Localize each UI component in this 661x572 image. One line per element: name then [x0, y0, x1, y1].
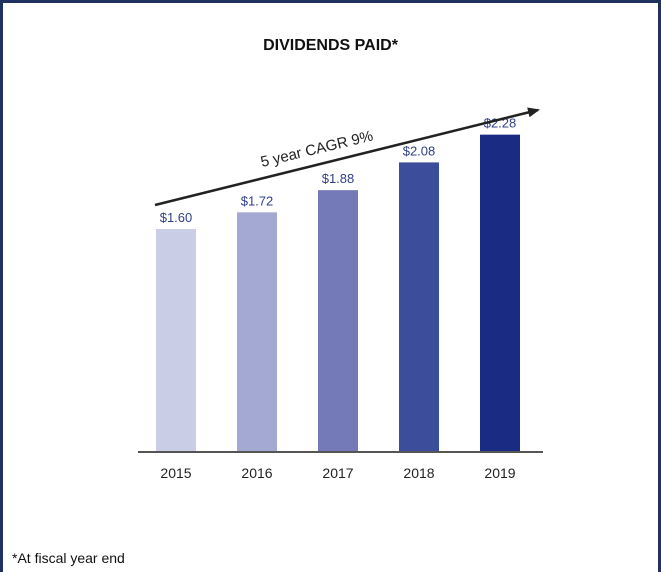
bar-2019: [480, 134, 520, 451]
bar-2015: [156, 229, 196, 451]
x-tick-2016: 2016: [241, 465, 272, 481]
x-tick-label-group: 2015 2016 2017 2018 2019: [160, 465, 515, 481]
value-label-2015: $1.60: [160, 210, 193, 225]
value-label-group: $1.60 $1.72 $1.88 $2.08 $2.28: [160, 116, 517, 225]
bar-2017: [318, 190, 358, 451]
bar-2018: [399, 162, 439, 451]
footnote: *At fiscal year end: [12, 550, 125, 566]
x-tick-2015: 2015: [160, 465, 191, 481]
x-tick-2017: 2017: [322, 465, 353, 481]
chart-title: DIVIDENDS PAID*: [263, 37, 398, 54]
bar-group: [156, 134, 520, 451]
cagr-arrow: [154, 107, 540, 207]
value-label-2018: $2.08: [403, 143, 436, 158]
value-label-2017: $1.88: [322, 171, 355, 186]
value-label-2019: $2.28: [484, 116, 517, 131]
value-label-2016: $1.72: [241, 193, 274, 208]
x-tick-2019: 2019: [484, 465, 515, 481]
x-tick-2018: 2018: [403, 465, 434, 481]
bar-2016: [237, 212, 277, 451]
